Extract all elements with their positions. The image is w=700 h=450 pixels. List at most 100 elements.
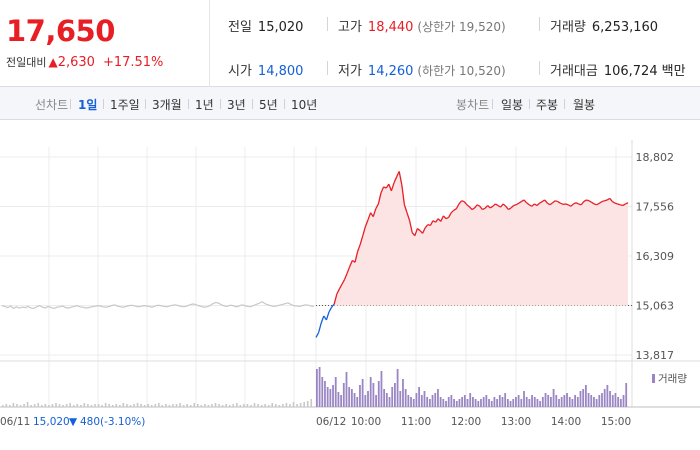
today-series-segment — [364, 219, 369, 227]
prev-close-label: 전일 — [228, 20, 252, 35]
volume-bar — [306, 401, 309, 407]
today-series-segment — [422, 227, 426, 234]
today-series-segment — [575, 202, 579, 205]
volume-bar — [544, 393, 547, 407]
volume-bar — [115, 404, 118, 407]
divider — [103, 99, 104, 109]
prev-day-note-pct: (-3.10%) — [100, 416, 145, 428]
volume-bar — [147, 404, 149, 407]
volume-bar — [372, 383, 375, 407]
volume-bar — [453, 399, 455, 407]
volume-bar — [353, 393, 356, 407]
volume-bar — [466, 399, 469, 407]
tab-3-months[interactable]: 3개월 — [152, 98, 182, 112]
today-series-segment — [497, 204, 501, 208]
today-series-segment — [315, 332, 320, 338]
today-series-segment — [343, 272, 348, 280]
tab-daily-candle[interactable]: 일봉 — [501, 98, 524, 112]
volume-bar — [593, 397, 595, 407]
lower-limit: (하한가 10,520) — [417, 64, 506, 78]
divider — [70, 99, 71, 109]
x-axis-labels: 06/11 06/12 10:00 11:00 12:00 13:00 14:00 15:00 — [0, 416, 631, 428]
volume-bar — [264, 404, 266, 407]
volume-bar — [493, 397, 496, 407]
volume-bar — [528, 399, 531, 407]
volume-bar — [469, 393, 472, 407]
tab-5-years[interactable]: 5년 — [259, 98, 278, 112]
volume-bar — [282, 404, 284, 407]
today-series-segment — [448, 212, 452, 218]
today-series-segment — [377, 192, 382, 205]
today-series-segment — [471, 207, 475, 211]
today-series-segment — [383, 186, 387, 189]
tab-monthly-candle[interactable]: 월봉 — [573, 98, 596, 112]
volume-bar — [482, 397, 485, 407]
volume-bar — [550, 397, 552, 407]
volume-bar — [143, 405, 146, 407]
today-series-segment — [612, 201, 616, 204]
volume-bar — [404, 389, 407, 407]
volume-bar — [55, 403, 57, 407]
today-series-segment — [580, 201, 585, 206]
upper-limit: (상한가 19,520) — [417, 20, 506, 34]
x-tick-label: 06/12 — [316, 416, 346, 428]
today-series-segment — [372, 208, 377, 217]
volume-legend-label: 거래량 — [658, 373, 687, 385]
tab-3-years[interactable]: 3년 — [227, 98, 246, 112]
volume-bar — [267, 405, 270, 407]
volume-bar — [289, 404, 291, 407]
today-series-segment — [479, 205, 483, 210]
volume-bar — [76, 404, 79, 407]
today-series-segment — [401, 184, 406, 205]
today-series-segment — [417, 228, 421, 232]
today-series-segment — [484, 205, 489, 209]
volume-bar — [501, 397, 504, 407]
volume-bar — [122, 403, 125, 407]
tab-weekly-candle[interactable]: 주봉 — [536, 98, 559, 112]
today-series-segment — [474, 204, 478, 209]
volume-bar — [579, 391, 582, 407]
amount-label: 거래대금 — [550, 64, 598, 79]
high-value: 18,440 — [367, 20, 414, 35]
high-label: 고가 — [338, 20, 362, 35]
volume-bar — [271, 403, 274, 407]
volume-bar — [477, 401, 480, 407]
volume-bar — [16, 404, 18, 407]
change-percent: +17.51% — [102, 55, 164, 70]
volume-bar — [611, 395, 614, 407]
volume-bar — [437, 389, 439, 407]
volume-bar — [189, 405, 192, 407]
tab-1-year[interactable]: 1년 — [195, 98, 214, 112]
volume-bar — [574, 395, 577, 407]
volume-bar — [129, 405, 132, 407]
volume-bar — [431, 395, 434, 407]
volume-bar — [193, 403, 196, 407]
volume-bar — [154, 404, 157, 407]
today-series-segment — [487, 205, 491, 209]
volume-bar — [221, 405, 224, 407]
volume-bar — [108, 404, 110, 407]
divider — [492, 99, 493, 109]
volume-bar — [539, 401, 542, 407]
volume-bar — [51, 404, 54, 407]
volume-bar — [133, 404, 135, 407]
tab-1-week[interactable]: 1주일 — [110, 98, 140, 112]
volume-bar — [136, 403, 139, 407]
today-series-segment — [482, 207, 486, 211]
change-row: 전일대비 ▲2,630 +17.51% — [6, 54, 163, 70]
volume-bar — [415, 393, 418, 407]
volume-bar — [512, 399, 515, 407]
today-series-segment — [429, 220, 434, 226]
y-tick-label: 13,817 — [636, 349, 675, 362]
volume-bar — [498, 395, 501, 407]
volume-bar — [285, 403, 288, 407]
volume-bar — [200, 405, 203, 407]
volume-value: 6,253,160 — [591, 20, 659, 35]
volume-bar — [407, 395, 410, 407]
tab-1-day[interactable]: 1일 — [78, 98, 98, 112]
today-series-segment — [557, 201, 561, 204]
tab-10-years[interactable]: 10년 — [291, 98, 318, 112]
volume-bar — [182, 405, 185, 407]
volume-bar — [172, 404, 174, 407]
